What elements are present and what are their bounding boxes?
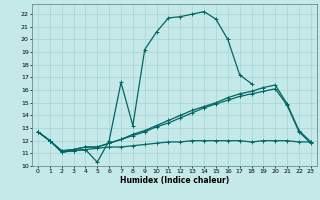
X-axis label: Humidex (Indice chaleur): Humidex (Indice chaleur) [120, 176, 229, 185]
